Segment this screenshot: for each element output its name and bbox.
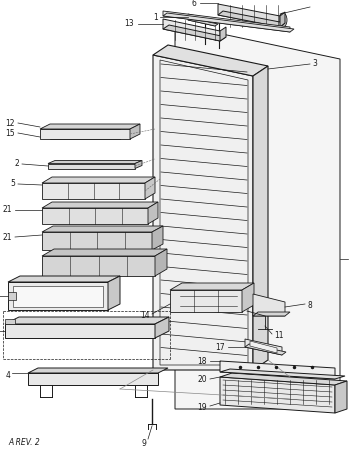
- Polygon shape: [163, 13, 294, 32]
- Text: A REV. 2: A REV. 2: [8, 438, 40, 447]
- Polygon shape: [170, 283, 254, 290]
- Polygon shape: [42, 208, 148, 224]
- Polygon shape: [220, 373, 347, 385]
- Polygon shape: [13, 286, 103, 307]
- Polygon shape: [163, 19, 220, 41]
- Polygon shape: [48, 163, 135, 168]
- Text: 17: 17: [215, 342, 225, 352]
- Polygon shape: [28, 373, 158, 385]
- Polygon shape: [253, 312, 290, 316]
- Ellipse shape: [279, 13, 287, 27]
- Polygon shape: [130, 124, 140, 139]
- Polygon shape: [220, 377, 335, 413]
- Polygon shape: [188, 14, 215, 26]
- Polygon shape: [42, 256, 155, 276]
- Text: 15: 15: [5, 129, 15, 138]
- Polygon shape: [170, 290, 242, 312]
- Text: 20: 20: [197, 375, 207, 384]
- Polygon shape: [155, 249, 167, 276]
- Polygon shape: [175, 24, 340, 409]
- Polygon shape: [152, 226, 163, 250]
- Polygon shape: [8, 292, 16, 300]
- Text: 4: 4: [5, 370, 10, 380]
- Polygon shape: [245, 344, 286, 355]
- Polygon shape: [40, 124, 140, 129]
- Text: 8: 8: [307, 302, 312, 310]
- Text: 2: 2: [14, 159, 19, 168]
- Text: 12: 12: [6, 118, 15, 128]
- Polygon shape: [218, 4, 280, 27]
- Text: 19: 19: [197, 403, 207, 413]
- Polygon shape: [220, 369, 345, 379]
- Text: 1: 1: [153, 12, 158, 22]
- Text: 14: 14: [140, 312, 150, 320]
- Polygon shape: [253, 66, 268, 370]
- Polygon shape: [5, 317, 169, 324]
- Polygon shape: [155, 317, 169, 338]
- Polygon shape: [148, 202, 158, 224]
- Polygon shape: [135, 161, 142, 168]
- Polygon shape: [220, 361, 335, 379]
- Polygon shape: [42, 226, 163, 232]
- Polygon shape: [163, 25, 226, 41]
- Polygon shape: [163, 11, 290, 32]
- Polygon shape: [253, 294, 285, 316]
- Polygon shape: [242, 283, 254, 312]
- Polygon shape: [145, 177, 155, 199]
- Polygon shape: [5, 319, 15, 324]
- Polygon shape: [8, 276, 120, 282]
- Polygon shape: [245, 339, 282, 355]
- Text: 21: 21: [2, 233, 12, 241]
- Text: 13: 13: [124, 19, 134, 28]
- Polygon shape: [40, 129, 130, 139]
- Polygon shape: [108, 276, 120, 310]
- Polygon shape: [153, 55, 253, 370]
- Polygon shape: [42, 177, 155, 183]
- Text: 11: 11: [274, 331, 284, 341]
- Polygon shape: [42, 202, 158, 208]
- Polygon shape: [42, 232, 152, 250]
- Polygon shape: [8, 282, 108, 310]
- Polygon shape: [48, 161, 142, 163]
- Text: 6: 6: [191, 0, 196, 7]
- Polygon shape: [280, 12, 285, 27]
- Text: 18: 18: [197, 357, 207, 365]
- Text: 3: 3: [312, 60, 317, 68]
- Text: 9: 9: [141, 438, 146, 448]
- Polygon shape: [42, 183, 145, 199]
- Text: 21: 21: [2, 206, 12, 214]
- Polygon shape: [250, 341, 277, 353]
- Text: 5: 5: [10, 179, 15, 189]
- Polygon shape: [188, 18, 218, 26]
- Polygon shape: [28, 368, 168, 373]
- Polygon shape: [5, 324, 155, 338]
- Polygon shape: [218, 11, 285, 27]
- Polygon shape: [220, 27, 226, 41]
- Polygon shape: [153, 45, 268, 76]
- Polygon shape: [42, 249, 167, 256]
- Polygon shape: [335, 381, 347, 413]
